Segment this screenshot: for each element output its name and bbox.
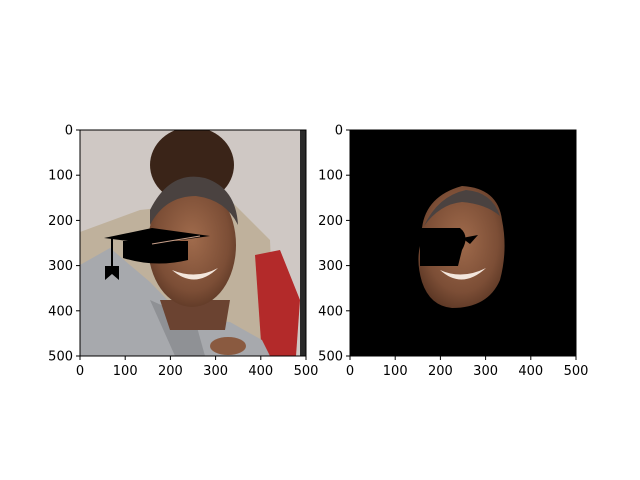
right-ytick-label: 400 <box>318 304 343 319</box>
left-xtick-label: 300 <box>203 364 228 379</box>
right-axes-frame <box>349 129 577 357</box>
left-xtick-label: 500 <box>294 364 319 379</box>
left-axes-frame <box>79 129 307 357</box>
right-ytick-label: 300 <box>318 259 343 274</box>
left-ytick-label: 300 <box>48 259 73 274</box>
left-ytick-label: 500 <box>48 350 73 365</box>
right-xtick-label: 200 <box>428 364 453 379</box>
left-xtick-label: 400 <box>248 364 273 379</box>
right-xtick-label: 0 <box>346 364 354 379</box>
main-face <box>148 183 236 307</box>
right-xtick-label: 100 <box>383 364 408 379</box>
cap-removed-region <box>420 228 466 266</box>
left-ytick-label: 100 <box>48 169 73 184</box>
left-ytick-label: 0 <box>65 124 73 139</box>
left-ytick-label: 200 <box>48 214 73 229</box>
right-xtick-label: 300 <box>473 364 498 379</box>
right-ytick-label: 500 <box>318 350 343 365</box>
left-xtick-label: 100 <box>113 364 138 379</box>
right-ytick-label: 100 <box>318 169 343 184</box>
right-xtick-label: 500 <box>564 364 589 379</box>
left-xtick-label: 200 <box>158 364 183 379</box>
left-xtick-label: 0 <box>76 364 84 379</box>
right-ytick-label: 200 <box>318 214 343 229</box>
red-garment <box>255 250 300 356</box>
right-mask-panel <box>350 130 576 356</box>
left-image-panel <box>80 130 306 356</box>
left-ytick-label: 400 <box>48 304 73 319</box>
right-ytick-label: 0 <box>335 124 343 139</box>
right-xtick-label: 400 <box>518 364 543 379</box>
graduation-cap-overlay <box>104 228 210 280</box>
